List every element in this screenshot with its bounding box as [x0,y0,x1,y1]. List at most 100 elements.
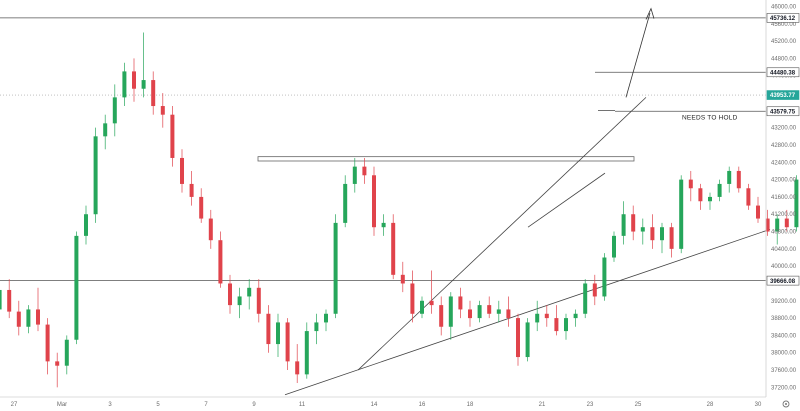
y-tick-label: 37200.00 [771,385,797,391]
candle-body [180,157,184,184]
candle-body [0,289,2,310]
candle-body [506,309,511,319]
x-tick-label: 27 [11,402,18,408]
annotations: NEEDS TO HOLD [682,114,737,121]
candle-body [189,183,194,197]
candle-body [343,183,348,223]
x-tick-label: 7 [204,402,208,408]
candle-body [141,80,146,89]
candle-body [372,175,376,228]
y-tick-label: 41600.00 [771,195,797,201]
candle-body [535,313,540,323]
candle-body [208,218,213,241]
x-tick-label: 14 [371,402,378,408]
candle-body [276,322,280,345]
candle-body [295,361,300,375]
y-tick-label: 45600.00 [771,22,797,28]
x-tick-label: 21 [539,402,546,408]
candle-body [103,123,108,137]
resistance-box [257,156,635,162]
candle-body [324,313,328,323]
x-tick-label: 3 [108,402,112,408]
candle-body [554,318,559,332]
candle-body [16,311,21,327]
candle-body [314,322,319,332]
price-tag-label: 43579.75 [770,109,796,115]
y-tick-label: 43200.00 [771,126,797,132]
candle-body [151,80,156,107]
candle-body [650,227,655,241]
y-tick-label: 38000.00 [771,351,797,357]
candle-body [410,283,415,314]
candle-body [698,188,703,202]
candle-body [487,305,492,314]
candle-body [448,296,453,327]
y-tick-label: 41200.00 [771,212,797,218]
x-tick-label: 16 [419,402,426,408]
candle-body [112,97,117,124]
candle-body [199,196,204,219]
candle-body [84,214,88,236]
candle-body [544,313,549,319]
price-tag-label: 44480.38 [770,70,796,76]
y-tick-label: 42400.00 [771,160,797,166]
candles [0,32,799,388]
candle-body [362,166,367,176]
price-level-lines [0,17,766,282]
candle-body [256,287,261,314]
candle-body [458,296,463,310]
candle-body [564,318,568,332]
candle-body [765,218,770,232]
candle-body [775,218,780,232]
price-tag-label: 43953.77 [770,93,796,99]
candle-body [247,287,252,297]
candle-body [583,283,588,314]
candle-body [477,305,482,319]
candle-body [381,222,386,228]
candle-body [26,309,31,327]
candle-body [93,136,98,215]
trend-line-steep [357,97,647,371]
y-tick-label: 40400.00 [771,247,797,253]
gear-hub [785,403,787,405]
price-tag [766,90,800,100]
price-tag [766,106,800,117]
candle-body [688,179,693,189]
y-tick-label: 42800.00 [771,143,797,149]
x-tick-label: 23 [587,402,594,408]
price-tag-label: 45736.12 [770,16,796,22]
candle-body [727,170,732,184]
candle-body [679,179,684,249]
candle-body [132,71,136,89]
candle-body [525,322,530,358]
candle-body [237,296,242,306]
x-tick-label: 18 [467,402,474,408]
candle-body [352,166,357,184]
gear-ring [782,400,790,408]
candle-body [640,227,645,232]
candle-body [122,71,127,98]
candle-body [266,313,271,345]
x-tick-label: 28 [707,402,714,408]
candle-body [516,318,520,358]
candle-body [36,309,40,325]
y-tick-label: 40800.00 [771,230,797,236]
candle-body [669,227,674,249]
settings-gear-icon [782,400,790,408]
price-tag [766,275,800,286]
candle-body [708,196,712,202]
y-tick-label: 45200.00 [771,39,797,45]
candle-body [439,305,444,327]
x-tick-label: 9 [252,402,256,408]
candle-body [55,361,60,366]
candle-body [7,289,12,312]
candle-body [64,339,69,366]
price-tags: 45736.12 44480.38 43953.77 43579.75 39666.08 [766,13,800,286]
x-tick-label: 11 [299,402,306,408]
price-tag [766,67,800,78]
price-tag [766,13,800,23]
candle-body [736,170,741,189]
projection-arrow-shaft [625,12,651,98]
trend-line-short [527,172,606,228]
